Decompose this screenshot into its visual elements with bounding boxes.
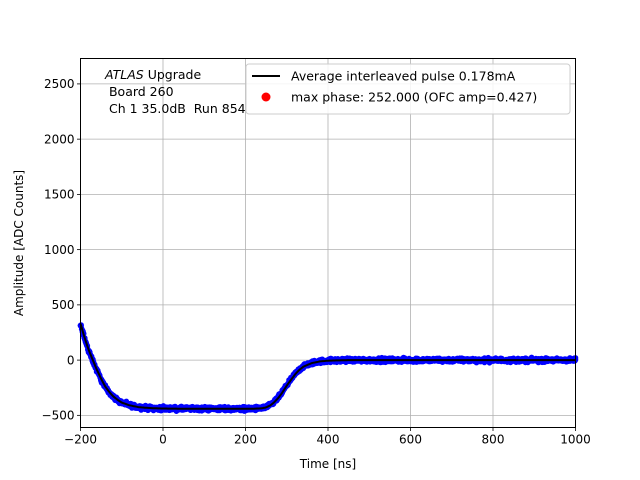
annotation-line-1: ATLAS Upgrade (104, 67, 201, 82)
atlas-annotation: ATLAS Upgrade Board 260 Ch 1 35.0dB Run … (104, 67, 246, 116)
annotation-atlas: ATLAS (104, 67, 144, 82)
annotation-line-2: Board 260 (105, 84, 174, 99)
y-tick-label: 1000 (44, 243, 75, 257)
y-axis-label: Amplitude [ADC Counts] (12, 170, 26, 316)
y-tick-label: 500 (52, 298, 75, 312)
legend-box (245, 63, 571, 115)
x-tick-label: 600 (399, 433, 422, 447)
x-tick-label: 800 (482, 433, 505, 447)
y-tick-label: −500 (42, 409, 75, 423)
average-pulse-line (79, 323, 576, 410)
x-tick-label: 0 (159, 433, 167, 447)
x-axis-label: Time [ns] (299, 457, 356, 471)
legend-marker-swatch (261, 92, 271, 102)
x-tick-label: −200 (64, 433, 97, 447)
y-tick-label: 2500 (44, 77, 75, 91)
legend-label-average: Average interleaved pulse 0.178mA (291, 69, 516, 84)
x-tick-label: 400 (317, 433, 340, 447)
legend-label-max-phase: max phase: 252.000 (OFC amp=0.427) (291, 90, 537, 105)
y-axis-ticks: −500 0 500 1000 1500 2000 2500 (42, 77, 81, 423)
x-tick-label: 200 (234, 433, 257, 447)
y-tick-label: 0 (67, 353, 75, 367)
y-tick-label: 1500 (44, 188, 75, 202)
y-tick-label: 2000 (44, 132, 75, 146)
legend: Average interleaved pulse 0.178mA max ph… (245, 63, 571, 115)
average-pulse-polyline (79, 323, 576, 410)
x-tick-label: 1000 (560, 433, 591, 447)
annotation-line-3: Ch 1 35.0dB Run 854 (105, 101, 246, 116)
annotation-upgrade: Upgrade (144, 67, 202, 82)
x-axis-ticks: −200 0 200 400 600 800 1000 (64, 427, 591, 447)
